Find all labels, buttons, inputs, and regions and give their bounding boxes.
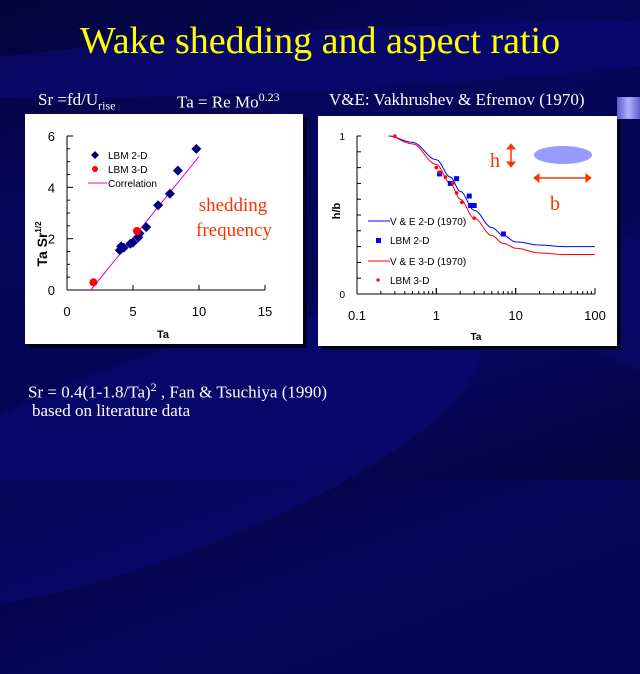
left-chart-panel: 0 2 4 6 0 5 10 15 Ta Ta Sr1/2 shedding frequenc… [25,114,303,344]
legend: LBM 2-D LBM 3-D Correlation [88,151,157,190]
x-tick-label: 10 [508,308,522,323]
ve-3d-curve [388,135,595,255]
formula-text: Sr = 0.4(1-1.8/Ta) [28,382,151,402]
x-tick-label: 100 [584,308,606,323]
lbm-2d-point [172,165,183,176]
x-axis-label: Ta [157,329,170,341]
aspect-ratio-chart: 0 1 0.1 1 10 100 Ta h/b h b V & E 2-D (1970) … [331,132,606,343]
x-tick-label: 5 [129,304,136,319]
decorative-tab [617,97,640,119]
lbm-2d-point [191,143,202,154]
legend-label-ve2d: V & E 2-D (1970) [390,217,466,228]
legend: V & E 2-D (1970) LBM 2-D V & E 3-D (1970… [368,217,466,287]
bubble-ellipse-icon [534,146,592,164]
lbm-3d-point [460,200,464,205]
right-chart-panel: 0 1 0.1 1 10 100 Ta h/b h b V & E 2-D (1970) … [318,116,617,346]
y-tick-label: 0 [339,290,345,301]
sr-definition-subscript: rise [98,98,116,113]
lbm-3d-point [393,134,397,138]
correlation-line [90,156,200,291]
x-tick-label: 0.1 [348,308,366,323]
legend-dot-icon [376,278,380,282]
lbm-2d-point [471,203,477,209]
shedding-frequency-chart: 0 2 4 6 0 5 10 15 Ta Ta Sr1/2 shedding frequenc… [34,129,272,341]
y-axis-label-sup: 1/2 [34,221,43,233]
annotation-b: b [550,193,560,215]
ve-definition: V&E: Vakhrushev & Efremov (1970) [329,90,585,109]
legend-label-lbm3d: LBM 3-D [390,276,429,287]
y-tick-label: 4 [48,180,55,195]
double-arrow-horizontal-icon [533,172,592,184]
y-tick-label: 2 [48,232,55,247]
ta-definition-text: Ta = Re Mo [177,92,259,112]
y-tick-label: 1 [339,132,345,143]
formula-reference: , Fan & Tsuchiya (1990) [156,382,328,402]
correlation-formula: Sr = 0.4(1-1.8/Ta)2 , Fan & Tsuchiya (19… [28,380,327,403]
legend-diamond-icon [91,151,99,159]
x-tick-label: 0 [63,304,70,319]
lbm-2d-point [454,176,460,182]
lbm-2d-point [468,203,474,209]
lbm-2d-point [118,242,129,253]
y-axis-label-main: Ta Sr [34,232,50,267]
legend-label-lbm2d: LBM 2-D [390,236,429,247]
lbm-2d-point [500,231,506,237]
legend-label-correlation: Correlation [108,179,157,190]
legend-label-lbm3d: LBM 3-D [108,165,147,176]
lbm-2d-point [141,222,152,233]
legend-square-icon [376,238,381,243]
lbm-3d-point [443,175,448,179]
legend-label-lbm2d: LBM 2-D [108,151,147,162]
ta-definition: Ta = Re Mo0.23 [177,90,280,113]
x-tick-label: 10 [192,304,206,319]
y-tick-label: 6 [48,129,55,144]
x-axis-label: Ta [471,332,482,343]
literature-note: based on literature data [32,401,191,420]
y-tick-label: 0 [48,283,55,298]
formula-exponent: 2 [150,380,157,394]
lbm-3d-point [454,191,459,195]
annotation-shedding: shedding [199,195,268,216]
lbm-3d-point [434,165,439,170]
y-axis-label: Ta Sr1/2 [34,221,50,267]
y-axis-label: h/b [331,202,343,219]
ve-2d-curve [388,135,595,248]
lbm-2d-point [466,193,472,199]
lbm-2d-point [153,200,164,211]
legend-label-ve3d: V & E 3-D (1970) [390,257,466,268]
lbm-3d-point [89,278,98,287]
lbm-3d-point [132,226,141,235]
legend-circle-icon [92,166,98,172]
lbm-3d-point [450,181,455,186]
annotation-frequency: frequency [196,220,272,241]
lbm-3d-point [437,170,442,175]
lbm-2d-point [128,237,138,248]
sr-definition: Sr =fd/Urise [38,90,115,113]
x-tick-label: 15 [258,304,272,319]
ta-definition-exponent: 0.23 [258,90,280,104]
x-tick-label: 1 [433,308,440,323]
annotation-h: h [490,150,500,172]
double-arrow-vertical-icon [505,143,517,168]
lbm-2d-point [164,188,175,199]
lbm-2d-point [447,180,453,186]
sr-definition-text: Sr =fd/U [38,90,99,109]
lbm-3d-point [472,216,476,220]
slide-title: Wake shedding and aspect ratio [79,20,561,62]
